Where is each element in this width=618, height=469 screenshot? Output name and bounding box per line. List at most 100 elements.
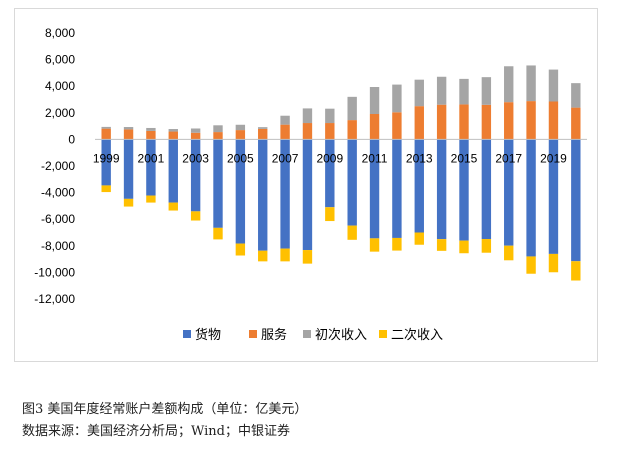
bar-segment-2005-货物 (235, 139, 246, 244)
bar-segment-2016-二次收入 (481, 239, 492, 253)
bar-segment-2006-货物 (258, 139, 268, 251)
bar-segment-2018-二次收入 (526, 256, 536, 274)
bar-segment-2012-货物 (392, 139, 402, 238)
bar-segment-2008-二次收入 (302, 250, 313, 264)
bar-segment-2005-服务 (235, 130, 246, 140)
bar-segment-2002-服务 (168, 131, 178, 140)
y-tick-label: -12,000 (34, 292, 75, 306)
bar-segment-2007-二次收入 (280, 248, 290, 262)
y-tick-label: 0 (68, 132, 75, 146)
x-tick-label: 2011 (362, 151, 388, 165)
bar-segment-2005-二次收入 (235, 243, 246, 256)
bar-segment-2018-货物 (526, 139, 536, 257)
bar-segment-2014-货物 (436, 139, 447, 240)
y-tick-label: 2,000 (45, 106, 75, 120)
bar-segment-2009-二次收入 (325, 207, 335, 222)
bar-segment-2011-初次收入 (369, 87, 380, 114)
bar-segment-2006-二次收入 (258, 250, 268, 262)
bar-segment-2019-二次收入 (548, 253, 559, 273)
bar-segment-2020-二次收入 (571, 261, 581, 281)
bar-segment-2013-服务 (414, 106, 424, 140)
legend-swatch (379, 330, 387, 338)
bar-segment-2017-二次收入 (504, 245, 514, 261)
x-tick-label: 2017 (495, 151, 522, 165)
bar-segment-1999-货物 (101, 139, 111, 186)
x-tick-label: 2007 (272, 151, 299, 165)
bar-segment-2002-二次收入 (168, 202, 178, 211)
bar-segment-2015-二次收入 (459, 240, 469, 254)
bar-segment-2020-服务 (571, 107, 581, 140)
bar-segment-2005-初次收入 (235, 124, 246, 131)
figure-title: 图3 美国年度经常账户差额构成（单位：亿美元） (22, 402, 308, 417)
legend: 货物 服务 初次收入 二次收入 (183, 327, 443, 343)
bar-segment-2015-服务 (459, 104, 469, 140)
bar-segment-2015-初次收入 (459, 78, 469, 105)
legend-swatch (249, 330, 257, 338)
bar-segment-2008-货物 (302, 139, 313, 251)
x-tick-label: 2013 (406, 151, 433, 165)
bar-segment-2001-二次收入 (146, 195, 156, 203)
y-tick-label: 6,000 (45, 53, 75, 67)
bar-segment-2017-货物 (504, 139, 514, 246)
bar-segment-2002-货物 (168, 139, 178, 203)
y-tick-label: -6,000 (41, 212, 75, 226)
chart-frame: 8,000 6,000 4,000 2,000 0 -2,000 -4,000 -6,000 -… (14, 8, 598, 362)
bars (101, 65, 581, 281)
bar-segment-2007-货物 (280, 139, 290, 249)
bar-segment-2020-初次收入 (571, 83, 581, 108)
bar-segment-2010-服务 (347, 120, 357, 140)
bar-segment-2012-服务 (392, 112, 402, 140)
bar-segment-2007-服务 (280, 124, 290, 140)
bar-segment-2016-初次收入 (481, 77, 492, 105)
bar-segment-2001-初次收入 (146, 127, 156, 131)
bar-segment-2000-初次收入 (123, 127, 134, 130)
bar-segment-2006-初次收入 (258, 127, 268, 129)
bar-segment-2010-货物 (347, 139, 357, 226)
x-axis-labels: 1999 2001 2003 2005 2007 2009 2011 2013 2015 2017… (93, 151, 567, 165)
bar-segment-2013-货物 (414, 139, 424, 233)
bar-segment-2006-服务 (258, 128, 268, 140)
x-tick-label: 2001 (138, 151, 165, 165)
bar-segment-2008-初次收入 (302, 108, 313, 124)
bar-segment-2009-服务 (325, 123, 335, 140)
bar-segment-2012-二次收入 (392, 237, 402, 251)
y-tick-label: -10,000 (34, 265, 75, 279)
legend-label: 初次收入 (315, 327, 367, 343)
bar-segment-2009-货物 (325, 139, 335, 208)
y-axis: 8,000 6,000 4,000 2,000 0 -2,000 -4,000 -6,000 -… (34, 26, 75, 306)
y-tick-label: -8,000 (41, 239, 75, 253)
bar-segment-2003-货物 (190, 139, 201, 212)
legend-label: 服务 (261, 327, 287, 343)
bar-segment-2010-初次收入 (347, 96, 357, 121)
bar-segment-2016-货物 (481, 139, 492, 240)
bar-segment-2003-二次收入 (190, 211, 201, 221)
bar-segment-2014-二次收入 (436, 239, 447, 251)
x-tick-label: 2009 (316, 151, 343, 165)
bar-segment-2010-二次收入 (347, 225, 357, 240)
legend-label: 二次收入 (391, 327, 443, 343)
bar-segment-2017-服务 (504, 102, 514, 140)
bar-segment-2019-初次收入 (548, 69, 559, 102)
bar-segment-2011-二次收入 (369, 238, 380, 252)
bar-segment-2012-初次收入 (392, 84, 402, 113)
bar-segment-2004-货物 (213, 139, 223, 228)
bar-segment-2003-服务 (190, 132, 201, 140)
x-tick-label: 2005 (227, 151, 254, 165)
bar-segment-2000-二次收入 (123, 198, 134, 207)
bar-segment-1999-服务 (101, 128, 111, 140)
y-tick-label: 8,000 (45, 26, 75, 40)
bar-segment-2020-货物 (571, 139, 581, 262)
bar-segment-2003-初次收入 (190, 128, 201, 133)
x-tick-label: 2015 (451, 151, 478, 165)
bar-segment-2000-货物 (123, 139, 134, 199)
bar-segment-2011-货物 (369, 139, 380, 239)
bar-segment-2008-服务 (302, 123, 313, 140)
y-tick-label: -4,000 (41, 186, 75, 200)
bar-segment-2001-货物 (146, 139, 156, 196)
x-tick-label: 1999 (93, 151, 120, 165)
y-tick-label: 4,000 (45, 79, 75, 93)
bar-segment-2018-服务 (526, 101, 536, 140)
x-tick-label: 2019 (540, 151, 567, 165)
legend-swatch (183, 330, 191, 338)
bar-segment-1999-二次收入 (101, 185, 111, 193)
